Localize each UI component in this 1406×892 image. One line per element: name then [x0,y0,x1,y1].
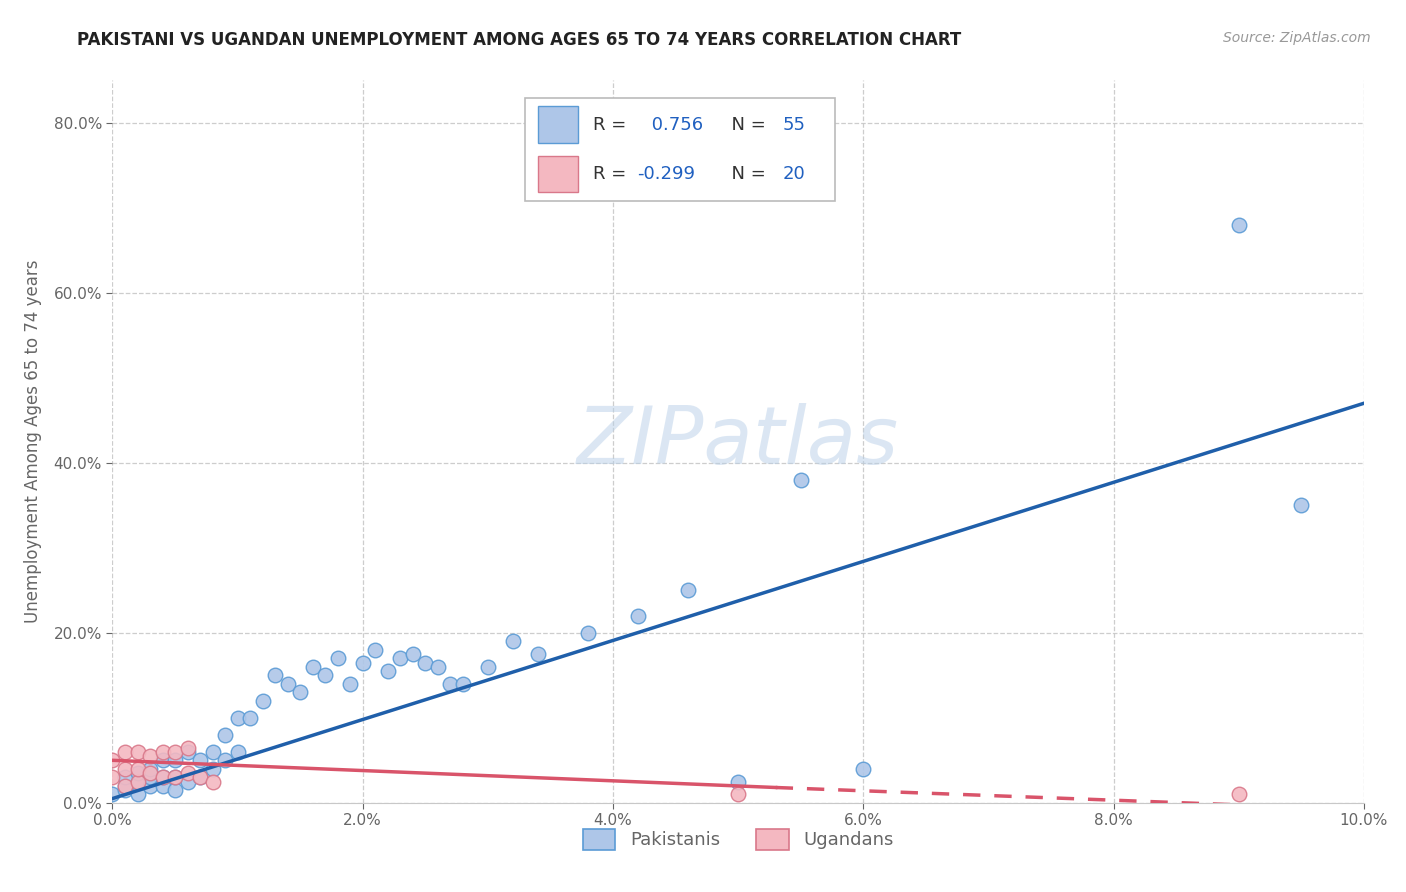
Point [326,651,349,665]
Point [114,770,136,784]
Point [377,664,399,678]
Point [676,583,699,598]
Text: 55: 55 [782,116,806,134]
Text: R =: R = [593,165,633,183]
Point [727,787,749,801]
Point [152,745,174,759]
Point [226,745,249,759]
FancyBboxPatch shape [538,155,578,193]
Text: N =: N = [720,165,772,183]
Point [163,783,186,797]
Y-axis label: Unemployment Among Ages 65 to 74 years: Unemployment Among Ages 65 to 74 years [24,260,42,624]
Text: 20: 20 [782,165,804,183]
Point [252,694,274,708]
Point [139,770,162,784]
Point [301,660,323,674]
Text: 0.756: 0.756 [647,116,703,134]
Point [114,779,136,793]
Point [502,634,524,648]
Point [163,745,186,759]
Point [101,753,124,767]
Point [127,774,149,789]
Text: ZIPatlas: ZIPatlas [576,402,900,481]
Point [114,762,136,776]
Text: R =: R = [593,116,633,134]
Point [139,749,162,764]
Point [576,625,599,640]
Point [627,608,650,623]
Point [352,656,374,670]
Point [264,668,287,682]
Point [1227,218,1250,232]
Point [152,779,174,793]
Point [127,762,149,776]
Point [415,656,437,670]
Point [1291,498,1313,512]
Point [201,745,224,759]
Point [114,779,136,793]
Point [139,779,162,793]
Point [214,728,236,742]
Legend: Pakistanis, Ugandans: Pakistanis, Ugandans [574,820,903,859]
Point [101,770,124,784]
Point [402,647,425,661]
Point [114,783,136,797]
FancyBboxPatch shape [526,98,835,201]
Point [176,745,198,759]
Point [176,740,198,755]
Point [852,762,875,776]
Point [152,770,174,784]
Point [176,766,198,780]
Point [139,762,162,776]
Point [163,770,186,784]
Point [163,753,186,767]
Point [527,647,550,661]
Point [1227,787,1250,801]
Point [139,766,162,780]
Point [101,787,124,801]
Point [439,677,461,691]
Point [364,642,387,657]
FancyBboxPatch shape [538,106,578,144]
Point [163,770,186,784]
Point [152,753,174,767]
Point [239,711,262,725]
Point [477,660,499,674]
Point [290,685,312,699]
Point [339,677,361,691]
Point [277,677,299,691]
Point [201,762,224,776]
Point [451,677,474,691]
Text: N =: N = [720,116,772,134]
Text: -0.299: -0.299 [637,165,695,183]
Point [314,668,336,682]
Point [114,745,136,759]
Point [201,774,224,789]
Point [389,651,412,665]
Point [127,766,149,780]
Point [790,473,813,487]
Point [188,770,211,784]
Point [188,770,211,784]
Text: PAKISTANI VS UGANDAN UNEMPLOYMENT AMONG AGES 65 TO 74 YEARS CORRELATION CHART: PAKISTANI VS UGANDAN UNEMPLOYMENT AMONG … [77,31,962,49]
Text: Source: ZipAtlas.com: Source: ZipAtlas.com [1223,31,1371,45]
Point [188,753,211,767]
Point [214,753,236,767]
Point [127,774,149,789]
Point [426,660,449,674]
Point [727,774,749,789]
Point [176,774,198,789]
Point [127,745,149,759]
Point [226,711,249,725]
Point [152,770,174,784]
Point [127,787,149,801]
